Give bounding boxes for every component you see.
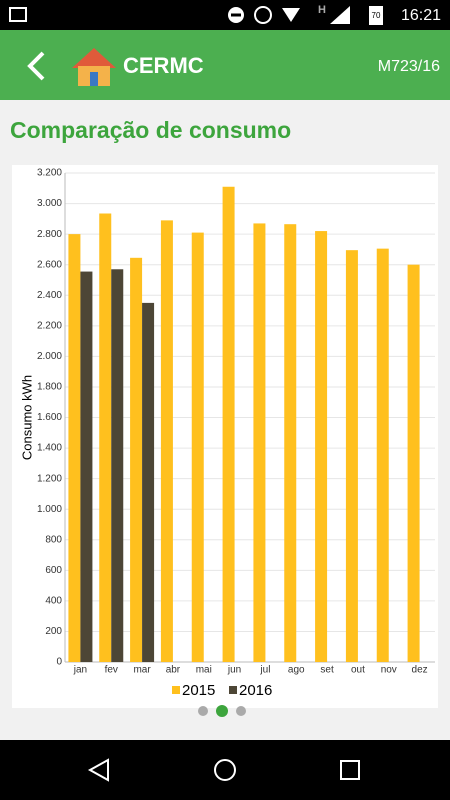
dnd-bar: [231, 13, 241, 17]
pager-dot[interactable]: [198, 706, 208, 716]
bar: [142, 302, 155, 662]
y-tick-label: 2.400: [37, 290, 62, 301]
x-tick-label: mai: [196, 665, 212, 676]
nav-recents[interactable]: [340, 760, 360, 780]
bar: [376, 248, 389, 662]
bar: [160, 220, 173, 662]
y-tick-label: 2.000: [37, 351, 62, 362]
x-tick-label: fev: [105, 665, 118, 676]
nav-home[interactable]: [214, 759, 236, 781]
x-tick-label: abr: [166, 665, 181, 676]
nav-back[interactable]: [87, 758, 109, 782]
gallery-icon: [9, 7, 27, 22]
y-tick-label: 0: [56, 657, 62, 668]
bar: [111, 269, 124, 662]
app-subtitle: M723/16: [378, 58, 440, 75]
bar: [315, 231, 328, 662]
y-tick-label: 400: [45, 596, 62, 607]
x-tick-label: mar: [133, 665, 151, 676]
pager-dot-active[interactable]: [216, 705, 228, 717]
y-tick-label: 200: [45, 626, 62, 637]
battery-level: 70: [372, 11, 381, 20]
y-tick-label: 1.800: [37, 382, 62, 393]
clock: 16:21: [401, 7, 441, 24]
bar: [191, 232, 204, 663]
bar: [80, 271, 93, 662]
x-tick-label: dez: [412, 665, 428, 676]
y-tick-label: 2.200: [37, 320, 62, 331]
x-tick-label: jun: [227, 665, 241, 676]
network-label: H: [318, 4, 326, 16]
x-tick-label: set: [320, 665, 334, 676]
x-tick-label: ago: [288, 665, 305, 676]
bar: [130, 257, 143, 662]
signal-icon: [330, 6, 350, 24]
legend-label: 2015: [182, 682, 215, 699]
y-tick-label: 1.000: [37, 504, 62, 515]
battery-icon: [369, 6, 383, 25]
legend-swatch: [229, 686, 237, 694]
bar: [68, 234, 81, 662]
bar: [345, 250, 358, 662]
y-tick-label: 3.200: [37, 168, 62, 179]
app-bar: [0, 30, 450, 100]
x-tick-label: jan: [73, 665, 87, 676]
page-title: Comparação de consumo: [10, 117, 291, 143]
house-door: [90, 72, 98, 86]
pager-dot[interactable]: [236, 706, 246, 716]
x-tick-label: nov: [381, 665, 397, 676]
legend-swatch: [172, 686, 180, 694]
y-tick-label: 800: [45, 534, 62, 545]
x-tick-label: jul: [259, 665, 270, 676]
app-title: CERMC: [123, 53, 204, 78]
y-tick-label: 1.400: [37, 443, 62, 454]
house-roof: [72, 48, 116, 68]
bar: [284, 224, 297, 662]
alarm-icon: [254, 6, 272, 24]
y-tick-label: 1.200: [37, 473, 62, 484]
y-axis-label: Consumo kWh: [19, 375, 34, 460]
chart: 0 200 400 600 800 1.000 1.200 1.400 1.600 1.800 2.…: [19, 168, 435, 699]
bar: [99, 213, 112, 663]
y-tick-label: 2.800: [37, 229, 62, 240]
y-tick-label: 600: [45, 565, 62, 576]
y-tick-label: 2.600: [37, 259, 62, 270]
wifi-icon: [282, 8, 300, 22]
nav-bar: [0, 740, 450, 800]
bar: [407, 264, 420, 662]
y-tick-label: 3.000: [37, 198, 62, 209]
legend-label: 2016: [239, 682, 272, 699]
x-tick-label: out: [351, 665, 365, 676]
bar: [222, 186, 235, 663]
bar: [253, 223, 266, 662]
y-tick-label: 1.600: [37, 412, 62, 423]
back-button[interactable]: [27, 51, 45, 81]
